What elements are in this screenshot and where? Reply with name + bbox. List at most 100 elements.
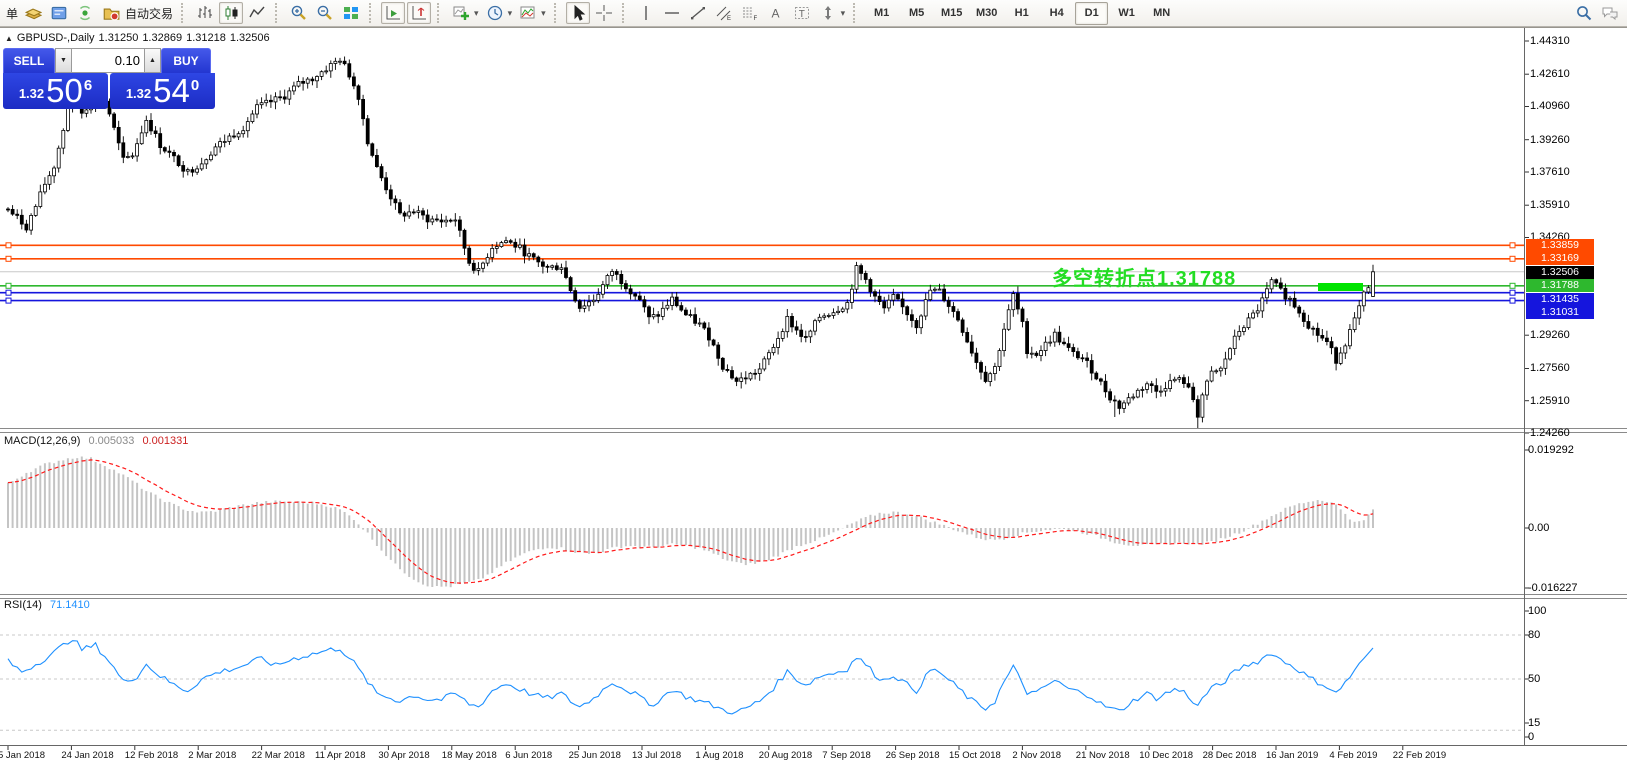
arrows-icon[interactable] [816, 2, 840, 24]
main-toolbar: 单 自动交易 ▾ ▾ ▾ E F A T ▾ M1 M5 M15 M30 H1 H4 D1 W1 MN [0, 0, 1627, 27]
price-axis-tick-label: 1.27560 [1530, 362, 1570, 375]
new-order-label[interactable]: 单 [6, 6, 19, 21]
time-axis-label: 7 Sep 2018 [822, 750, 871, 761]
time-axis-label: 15 Oct 2018 [949, 750, 1001, 761]
price-axis-tick-label: 1.24260 [1530, 426, 1570, 439]
text-label-icon-glyph: T [794, 7, 809, 20]
candlestick-chart-icon-glyph [225, 6, 238, 20]
ohlc-high: 1.32869 [142, 32, 183, 44]
channel-icon-glyph: E [716, 6, 731, 22]
timeframe-button-d1[interactable]: D1 [1075, 1, 1109, 25]
timeframe-button-m30[interactable]: M30 [975, 7, 998, 19]
trade-panel-price-row: 1.32 50 6 1.32 54 0 [3, 73, 215, 109]
buy-price-big: 54 [153, 72, 190, 109]
sell-price-base: 1.32 [18, 86, 45, 101]
time-axis-label: 13 Jul 2018 [632, 750, 682, 761]
vertical-line-icon[interactable] [634, 2, 658, 24]
toolbar-underline [0, 27, 1627, 28]
macd-axis-max-label: 0.019292 [1528, 444, 1574, 456]
chat-icon[interactable] [1598, 2, 1622, 24]
gold-book-icon-glyph [24, 8, 43, 20]
crosshair-icon-glyph [595, 5, 612, 21]
terminal-window-icon[interactable] [47, 2, 71, 24]
ohlc-close: 1.32506 [229, 32, 270, 44]
search-icon[interactable] [1572, 2, 1596, 24]
zoom-out-icon-glyph [317, 5, 332, 20]
time-axis-label: 24 Jan 2018 [61, 750, 114, 761]
fibonacci-icon[interactable]: F [738, 2, 762, 24]
rsi-indicator-header: RSI(14) 71.1410 [4, 599, 90, 611]
time-axis-label: 16 Jan 2019 [1266, 750, 1319, 761]
sell-button[interactable]: SELL [3, 48, 55, 73]
macd-indicator-header: MACD(12,26,9) 0.005033 0.001331 [4, 435, 188, 447]
current-price-label: 1.32506 [1526, 265, 1594, 279]
time-axis-label: 20 Aug 2018 [758, 750, 813, 761]
ohlc-low: 1.31218 [186, 32, 226, 44]
arrows-icon-caret[interactable]: ▾ [840, 7, 846, 18]
buy-price-sup: 0 [190, 77, 200, 94]
buy-price-display[interactable]: 1.32 54 0 [110, 73, 215, 109]
macd-axis-zero-label: 0.00 [1528, 522, 1550, 534]
buy-price-base: 1.32 [125, 86, 152, 101]
rsi-pane-separator[interactable] [0, 594, 1627, 599]
channel-icon[interactable]: E [712, 2, 736, 24]
ohlc-open: 1.31250 [98, 32, 139, 44]
buy-button[interactable]: BUY [161, 48, 211, 73]
time-axis-label: 6 Jun 2018 [505, 750, 553, 761]
periods-icon[interactable] [483, 2, 507, 24]
time-axis-label: 2 Nov 2018 [1012, 750, 1061, 761]
rsi-axis-label: 15 [1528, 717, 1541, 729]
rsi-axis-label: 100 [1528, 605, 1547, 617]
sell-price-display[interactable]: 1.32 50 6 [3, 73, 108, 109]
trendline-icon[interactable] [686, 2, 710, 24]
price-axis-tick-label: 1.25910 [1530, 394, 1570, 407]
collapse-arrow-icon[interactable]: ▲ [5, 34, 13, 43]
text-icon[interactable]: A [764, 2, 788, 24]
price-axis-tick-label: 1.37610 [1530, 165, 1570, 178]
templates-icon[interactable] [516, 2, 540, 24]
line-chart-icon[interactable] [245, 2, 269, 24]
timeframe-button-mn[interactable]: MN [1153, 7, 1171, 19]
rsi-axis-label: 0 [1528, 731, 1535, 743]
arrows-icon-glyph [824, 6, 831, 20]
volume-input[interactable] [72, 48, 144, 73]
volume-decrease-button[interactable]: ▼ [55, 48, 72, 73]
crosshair-icon[interactable] [592, 2, 616, 24]
cursor-icon-glyph [574, 4, 585, 21]
periods-icon-glyph [487, 5, 502, 21]
timeframe-button-m5[interactable]: M5 [909, 7, 925, 19]
tile-windows-icon[interactable] [339, 2, 363, 24]
volume-increase-button[interactable]: ▲ [144, 48, 161, 73]
timeframe-button-h1[interactable]: H1 [1014, 7, 1029, 19]
timeframe-button-m1[interactable]: M1 [874, 7, 890, 19]
gold-book-icon[interactable] [21, 2, 45, 24]
autotrade-button[interactable]: 自动交易 [125, 6, 174, 21]
signal-broadcast-icon[interactable] [73, 2, 97, 24]
periods-icon-caret[interactable]: ▾ [507, 7, 513, 18]
horizontal-line-icon[interactable] [660, 2, 684, 24]
autotrade-folder-icon[interactable] [99, 2, 123, 24]
price-axis-tick-label: 1.35910 [1530, 199, 1570, 212]
zoom-out-icon[interactable] [313, 2, 337, 24]
timeframe-button-m15[interactable]: M15 [940, 7, 963, 19]
text-label-icon[interactable]: T [790, 2, 814, 24]
price-axis-tick-label: 1.42610 [1530, 68, 1570, 81]
candlestick-chart-icon[interactable] [219, 2, 244, 24]
bar-chart-icon[interactable] [193, 2, 217, 24]
templates-icon-caret[interactable]: ▾ [541, 7, 546, 18]
indicators-icon-caret[interactable]: ▾ [474, 7, 479, 18]
auto-scroll-icon[interactable] [381, 2, 406, 24]
triangle-down-icon: ▼ [60, 57, 67, 64]
fibonacci-icon-glyph: F [742, 7, 757, 22]
cursor-icon[interactable] [565, 2, 590, 24]
zoom-in-icon[interactable] [287, 2, 311, 24]
macd-pane-separator[interactable] [0, 428, 1627, 433]
bull-bear-turning-point-annotation[interactable]: 多空转折点1.31788 [1052, 268, 1237, 290]
chart-shift-icon[interactable] [407, 2, 432, 24]
toolbar-separator [437, 3, 443, 23]
timeframe-button-w1[interactable]: W1 [1118, 7, 1135, 19]
indicators-icon[interactable] [449, 2, 473, 24]
triangle-up-icon: ▲ [149, 57, 156, 64]
timeframe-button-h4[interactable]: H4 [1049, 7, 1064, 19]
